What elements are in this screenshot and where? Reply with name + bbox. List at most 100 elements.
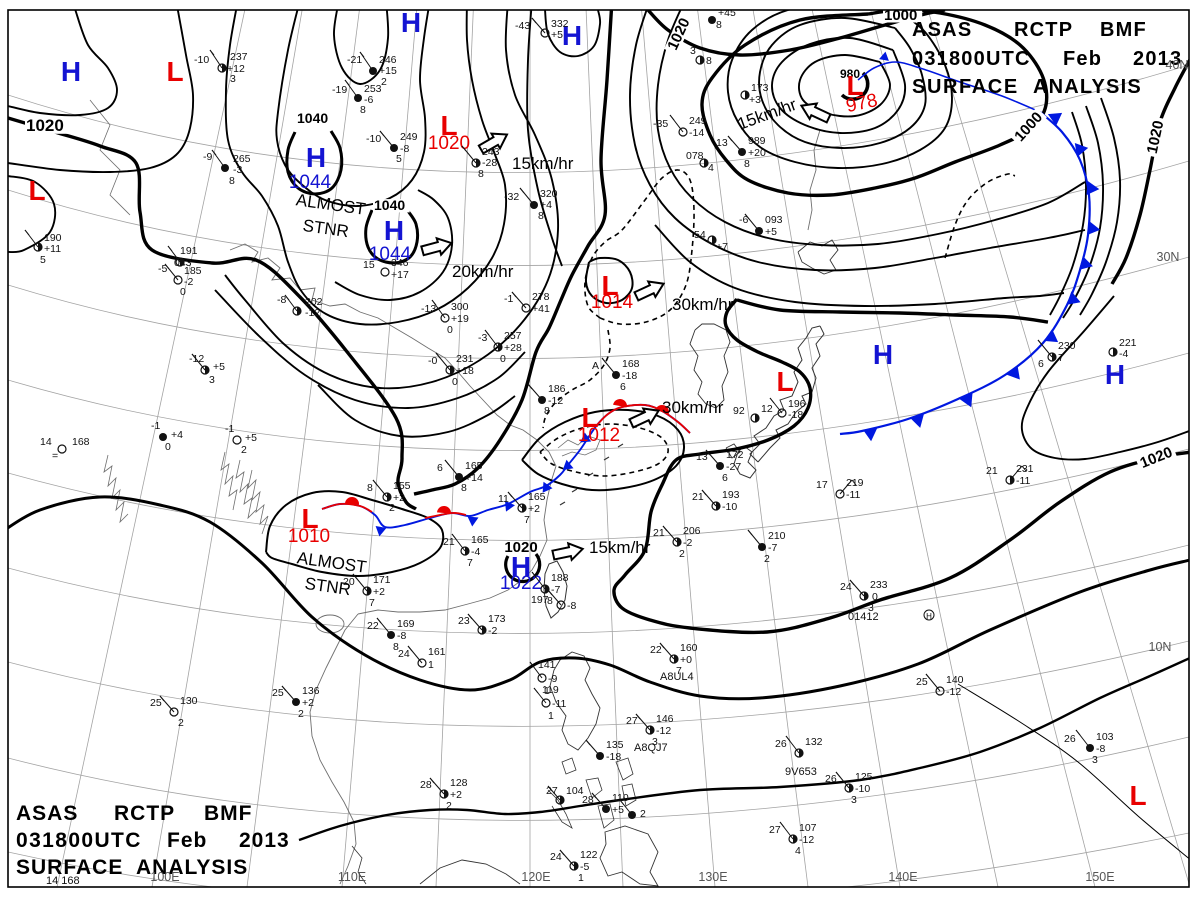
- svg-text:92: 92: [733, 405, 745, 417]
- svg-text:4: 4: [708, 162, 714, 174]
- svg-text:278: 278: [532, 291, 550, 303]
- svg-text:+2: +2: [450, 789, 462, 801]
- svg-text:H: H: [926, 612, 932, 621]
- svg-text:Feb: Feb: [167, 829, 207, 852]
- svg-text:171: 171: [373, 574, 391, 586]
- svg-text:253: 253: [364, 83, 382, 95]
- svg-text:-7: -7: [768, 542, 777, 554]
- svg-text:+5: +5: [245, 432, 257, 444]
- svg-text:-3: -3: [478, 332, 487, 344]
- svg-text:L: L: [601, 270, 618, 301]
- svg-text:8: 8: [478, 168, 484, 180]
- svg-text:24: 24: [840, 581, 852, 593]
- svg-text:265: 265: [233, 153, 251, 165]
- svg-text:6: 6: [620, 381, 626, 393]
- svg-text:28: 28: [582, 794, 594, 806]
- svg-text:196: 196: [788, 398, 806, 410]
- svg-text:30N: 30N: [1157, 250, 1180, 264]
- svg-text:8: 8: [706, 55, 712, 67]
- svg-text:3: 3: [652, 736, 658, 748]
- svg-text:128: 128: [450, 777, 468, 789]
- svg-text:1020: 1020: [1144, 119, 1168, 155]
- svg-text:+5: +5: [551, 29, 563, 41]
- svg-text:-0: -0: [428, 355, 437, 367]
- svg-text:160: 160: [680, 642, 698, 654]
- svg-text:27: 27: [769, 824, 781, 836]
- svg-text:-27: -27: [726, 461, 741, 473]
- svg-text:15km/hr: 15km/hr: [512, 154, 574, 173]
- svg-text:-8: -8: [567, 600, 576, 612]
- svg-text:54: 54: [694, 229, 706, 241]
- svg-text:989: 989: [748, 135, 766, 147]
- svg-text:26: 26: [775, 738, 787, 750]
- svg-text:2013: 2013: [1133, 48, 1182, 70]
- svg-text:13: 13: [716, 137, 728, 149]
- svg-text:-19: -19: [332, 84, 347, 96]
- svg-text:2013: 2013: [239, 829, 290, 852]
- svg-text:2: 2: [298, 708, 304, 720]
- svg-text:1: 1: [428, 659, 434, 671]
- svg-text:1000: 1000: [884, 7, 917, 24]
- svg-text:10N: 10N: [1149, 640, 1172, 654]
- svg-text:8: 8: [716, 19, 722, 31]
- svg-text:A: A: [592, 360, 599, 372]
- svg-text:BMF: BMF: [204, 802, 253, 825]
- svg-text:221: 221: [1119, 337, 1137, 349]
- svg-text:130E: 130E: [698, 870, 727, 884]
- svg-text:078: 078: [686, 150, 704, 162]
- svg-text:H: H: [401, 7, 421, 38]
- svg-text:249: 249: [400, 131, 418, 143]
- svg-text:-1: -1: [225, 423, 234, 435]
- svg-text:197: 197: [531, 594, 549, 606]
- svg-text:-14: -14: [689, 127, 704, 139]
- svg-text:190: 190: [44, 232, 62, 244]
- svg-text:11: 11: [498, 493, 509, 505]
- svg-text:+19: +19: [451, 313, 469, 325]
- svg-text:122: 122: [580, 849, 598, 861]
- svg-text:1: 1: [578, 872, 584, 884]
- svg-text:119: 119: [542, 684, 559, 696]
- svg-text:-8: -8: [397, 630, 406, 642]
- svg-text:-7: -7: [551, 584, 560, 596]
- svg-text:8: 8: [547, 595, 553, 607]
- svg-text:-35: -35: [653, 118, 668, 130]
- svg-text:136: 136: [302, 685, 320, 697]
- svg-text:257: 257: [504, 330, 522, 342]
- svg-text:L: L: [581, 402, 598, 433]
- svg-text:8: 8: [544, 405, 550, 417]
- svg-text:0: 0: [165, 441, 171, 453]
- svg-text:100E: 100E: [150, 870, 179, 884]
- svg-text:1044: 1044: [369, 244, 412, 265]
- svg-text:BMF: BMF: [1100, 19, 1147, 41]
- svg-text:21: 21: [443, 536, 455, 548]
- svg-text:7: 7: [467, 557, 473, 569]
- svg-text:120E: 120E: [521, 870, 550, 884]
- svg-text:6: 6: [722, 472, 728, 484]
- svg-text:ASAS: ASAS: [16, 802, 78, 825]
- svg-text:24: 24: [550, 851, 562, 863]
- svg-text:-9: -9: [548, 673, 557, 685]
- svg-text:104: 104: [566, 785, 584, 797]
- svg-text:-9: -9: [203, 151, 212, 163]
- svg-text:1020: 1020: [428, 133, 470, 154]
- svg-text:8: 8: [461, 482, 467, 494]
- svg-text:169: 169: [397, 618, 415, 630]
- svg-text:150E: 150E: [1085, 870, 1114, 884]
- svg-text:25: 25: [916, 676, 928, 688]
- svg-text:-12: -12: [946, 686, 961, 698]
- svg-text:0: 0: [452, 376, 458, 388]
- svg-text:-10: -10: [366, 133, 381, 145]
- svg-text:8: 8: [360, 104, 366, 116]
- svg-text:+2: +2: [302, 697, 314, 709]
- svg-text:-11: -11: [552, 698, 567, 710]
- svg-text:14: 14: [40, 436, 52, 448]
- svg-text:107: 107: [799, 822, 817, 834]
- svg-text:8: 8: [393, 641, 399, 653]
- svg-text:2: 2: [679, 548, 685, 560]
- svg-text:0: 0: [500, 353, 506, 365]
- svg-text:-2: -2: [184, 276, 193, 288]
- svg-text:ASAS: ASAS: [912, 19, 972, 41]
- svg-text:L: L: [28, 175, 45, 206]
- svg-text:168: 168: [72, 436, 90, 448]
- svg-text:28: 28: [420, 779, 432, 791]
